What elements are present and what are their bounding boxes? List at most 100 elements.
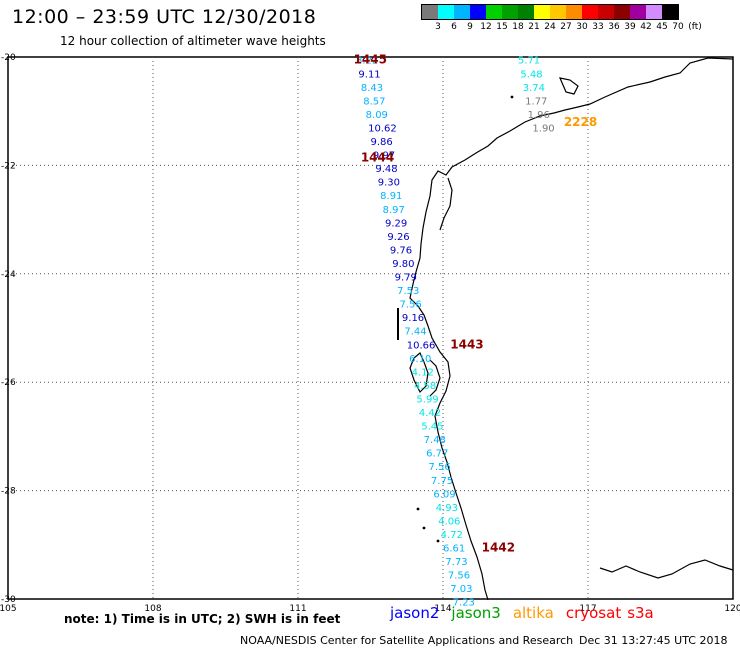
legend-swatch-13 xyxy=(614,5,630,19)
swh-value-label: 9.26 xyxy=(387,232,409,243)
wave-height-legend: 3 6 9 12 15 18 21 24 27 30 33 36 39 42 45 70 (ft) xyxy=(421,4,702,32)
swh-value-label: 4.58 xyxy=(414,381,436,392)
swh-value-label: 6.10 xyxy=(409,354,431,365)
legend-tick-label: 39 xyxy=(624,22,636,32)
swh-value-label: 9.76 xyxy=(390,245,412,256)
swh-value-label: 7.53 xyxy=(397,286,419,297)
legend-tick-label: 70 xyxy=(672,22,684,32)
legend-tick-label: 30 xyxy=(576,22,588,32)
island-abrolhos-3 xyxy=(436,539,440,543)
longitude-label: 111 xyxy=(289,604,306,614)
pass-number-label: 1445 xyxy=(354,53,387,67)
legend-swatch-4 xyxy=(470,5,486,19)
latitude-label: -22 xyxy=(1,161,16,171)
legend-tick-label: 9 xyxy=(467,22,473,32)
swh-value-label: 7.75 xyxy=(431,476,453,487)
legend-tick-label: 6 xyxy=(451,22,457,32)
swh-value-label: 9.11 xyxy=(358,69,380,80)
island-abrolhos-2 xyxy=(422,526,426,530)
island-dirk-hartog xyxy=(397,308,399,340)
swh-value-label: 5.71 xyxy=(518,56,540,67)
legend-unit: (ft) xyxy=(688,22,702,32)
longitude-label: 105 xyxy=(0,604,17,614)
legend-swatch-8 xyxy=(534,5,550,19)
longitude-label: 120 xyxy=(724,604,740,614)
coastline-islands-north xyxy=(558,77,579,95)
legend-swatch-9 xyxy=(550,5,566,19)
legend-swatch-10 xyxy=(566,5,582,19)
mission-s3a: s3a xyxy=(627,604,654,622)
legend-tick-label: 45 xyxy=(656,22,668,32)
legend-swatch-12 xyxy=(598,5,614,19)
coastline-peninsula xyxy=(439,177,453,231)
swh-value-label: 8.97 xyxy=(383,205,405,216)
swh-value-label: 5.99 xyxy=(416,394,438,405)
swh-value-label: 9.16 xyxy=(402,313,424,324)
island-abrolhos-1 xyxy=(416,507,420,511)
swh-value-label: 7.56 xyxy=(400,300,422,311)
legend-swatch-2 xyxy=(438,5,454,19)
swh-value-label: 1.90 xyxy=(532,123,554,134)
swh-value-label: 6.61 xyxy=(443,544,465,555)
longitude-label: 114 xyxy=(434,604,451,614)
mission-legend: jason2 jason3 altika cryosat s3a xyxy=(390,604,666,622)
credit-line: NOAA/NESDIS Center for Satellite Applica… xyxy=(240,634,574,647)
units-note: note: 1) Time is in UTC; 2) SWH is in fe… xyxy=(64,612,341,626)
pass-number-label: 1444 xyxy=(361,150,394,164)
latitude-label: -28 xyxy=(1,487,16,497)
legend-swatch-5 xyxy=(486,5,502,19)
swh-value-label: 4.72 xyxy=(441,530,463,541)
swh-value-label: 9.79 xyxy=(395,273,417,284)
legend-swatch-15 xyxy=(646,5,662,19)
legend-swatch-3 xyxy=(454,5,470,19)
coastline-bay-inner xyxy=(429,359,441,397)
swh-value-label: 9.80 xyxy=(392,259,414,270)
island-montebello xyxy=(510,95,514,99)
legend-swatch-11 xyxy=(582,5,598,19)
map-subtitle: 12 hour collection of altimeter wave hei… xyxy=(60,34,326,48)
swh-value-label: 8.09 xyxy=(366,110,388,121)
swh-value-label: 4.12 xyxy=(412,367,434,378)
legend-tick-label: 18 xyxy=(512,22,524,32)
swh-value-label: 3.74 xyxy=(523,83,545,94)
swh-value-label: 4.93 xyxy=(436,503,458,514)
legend-tick-label: 42 xyxy=(640,22,652,32)
latitude-labels: -20 -22 -24 -26 -28 -30 xyxy=(1,53,16,605)
swh-value-label: 10.66 xyxy=(407,340,436,351)
swh-value-label: 7.23 xyxy=(453,598,475,609)
swh-value-label: 9.30 xyxy=(378,178,400,189)
legend-swatch-6 xyxy=(502,5,518,19)
swh-value-label: 7.73 xyxy=(445,557,467,568)
coastline-mainland xyxy=(409,57,734,601)
swh-value-label: 8.22 xyxy=(356,56,378,67)
longitude-label: 108 xyxy=(144,604,161,614)
legend-tick-label: 15 xyxy=(496,22,508,32)
coastline-islands-south xyxy=(599,559,734,579)
legend-swatch-1 xyxy=(422,5,438,19)
legend-tick-label: 12 xyxy=(480,22,492,32)
swh-value-label: 1.77 xyxy=(525,96,547,107)
swh-value-label: 4.42 xyxy=(419,408,441,419)
swh-value-label: 8.91 xyxy=(380,191,402,202)
pass-number-label: 1443 xyxy=(450,337,483,351)
legend-swatch-16 xyxy=(662,5,678,19)
swh-value-label: 9.86 xyxy=(371,137,393,148)
longitude-label: 117 xyxy=(579,604,596,614)
swh-value-label: 5.48 xyxy=(520,69,542,80)
coastline-shark-bay xyxy=(409,352,429,394)
legend-tick-label: 27 xyxy=(560,22,572,32)
longitude-labels: 105 108 111 114 117 120 xyxy=(0,604,740,614)
legend-swatch-14 xyxy=(630,5,646,19)
legend-swatch-7 xyxy=(518,5,534,19)
swh-value-label: 9.29 xyxy=(385,218,407,229)
latitude-label: -20 xyxy=(1,53,16,63)
swh-value-label: 7.56 xyxy=(448,571,470,582)
map-frame xyxy=(7,56,734,600)
mission-altika: altika xyxy=(512,604,554,622)
swh-value-label: 6.77 xyxy=(426,449,448,460)
swh-value-label: 10.62 xyxy=(368,123,397,134)
swh-observations: 8.22 9.11 8.43 8.57 8.09 10.62 9.86 9.97 9.48 9.3… xyxy=(356,56,555,609)
swh-value-label: 5.45 xyxy=(421,422,443,433)
swh-value-label: 8.43 xyxy=(361,83,383,94)
legend-tick-label: 36 xyxy=(608,22,620,32)
